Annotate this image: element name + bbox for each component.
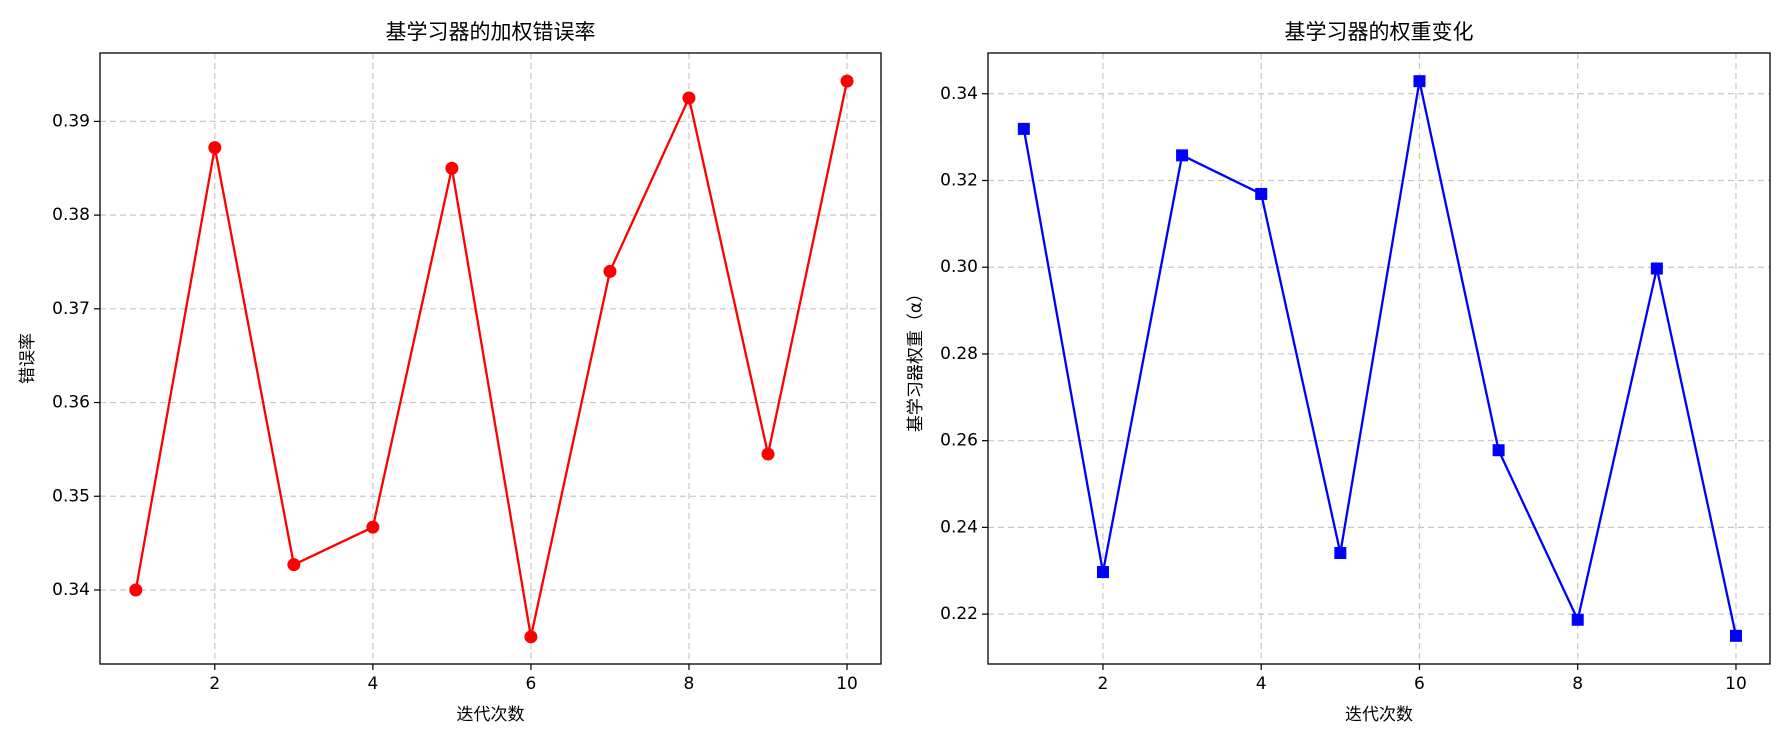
marker <box>445 161 459 175</box>
plot-frame <box>987 52 1771 665</box>
y-tick-label: 0.39 <box>52 111 90 131</box>
marker <box>287 558 301 572</box>
marker <box>1413 75 1426 88</box>
marker <box>1096 566 1109 579</box>
marker <box>1176 149 1189 162</box>
x-tick-label: 10 <box>1725 674 1747 694</box>
marker <box>1729 629 1742 642</box>
y-axis-label: 基学习器权重（α） <box>906 285 926 432</box>
x-axis-label: 迭代次数 <box>457 705 525 725</box>
y-axis-label: 错误率 <box>18 333 38 384</box>
y-tick-label: 0.34 <box>52 580 90 600</box>
series-line <box>1022 80 1738 637</box>
marker <box>366 520 380 534</box>
marker <box>1255 187 1268 200</box>
marker <box>1334 546 1347 559</box>
y-tick-label: 0.26 <box>940 431 978 451</box>
y-tick-label: 0.34 <box>940 84 978 104</box>
marker <box>1492 444 1505 457</box>
x-tick-label: 2 <box>209 674 220 694</box>
marker <box>761 447 775 461</box>
x-tick-label: 6 <box>1414 674 1425 694</box>
marker <box>603 264 617 278</box>
marker <box>682 91 696 105</box>
x-tick-label: 8 <box>684 674 695 694</box>
marker <box>129 583 143 597</box>
x-tick-label: 4 <box>367 674 378 694</box>
x-tick-label: 10 <box>836 674 858 694</box>
y-tick-label: 0.37 <box>52 299 90 319</box>
marker <box>840 74 854 88</box>
x-tick-label: 8 <box>1572 674 1583 694</box>
marker <box>1017 122 1030 135</box>
plot-frame <box>99 52 882 665</box>
y-tick-label: 0.28 <box>940 344 978 364</box>
x-tick-label: 6 <box>526 674 537 694</box>
marker <box>208 141 222 155</box>
x-axis-label: 迭代次数 <box>1345 705 1413 725</box>
y-tick-label: 0.38 <box>52 205 90 225</box>
marker <box>1650 262 1663 275</box>
marker <box>524 630 538 644</box>
chart-title: 基学习器的权重变化 <box>1285 20 1474 44</box>
y-tick-label: 0.35 <box>52 486 90 506</box>
series-line <box>134 80 849 638</box>
y-tick-label: 0.24 <box>940 517 978 537</box>
y-tick-label: 0.22 <box>940 604 978 624</box>
marker <box>1571 613 1584 626</box>
x-tick-label: 4 <box>1256 674 1267 694</box>
y-tick-label: 0.32 <box>940 170 978 190</box>
y-tick-label: 0.36 <box>52 393 90 413</box>
y-tick-label: 0.30 <box>940 257 978 277</box>
x-tick-label: 2 <box>1098 674 1109 694</box>
chart-title: 基学习器的加权错误率 <box>386 20 596 44</box>
